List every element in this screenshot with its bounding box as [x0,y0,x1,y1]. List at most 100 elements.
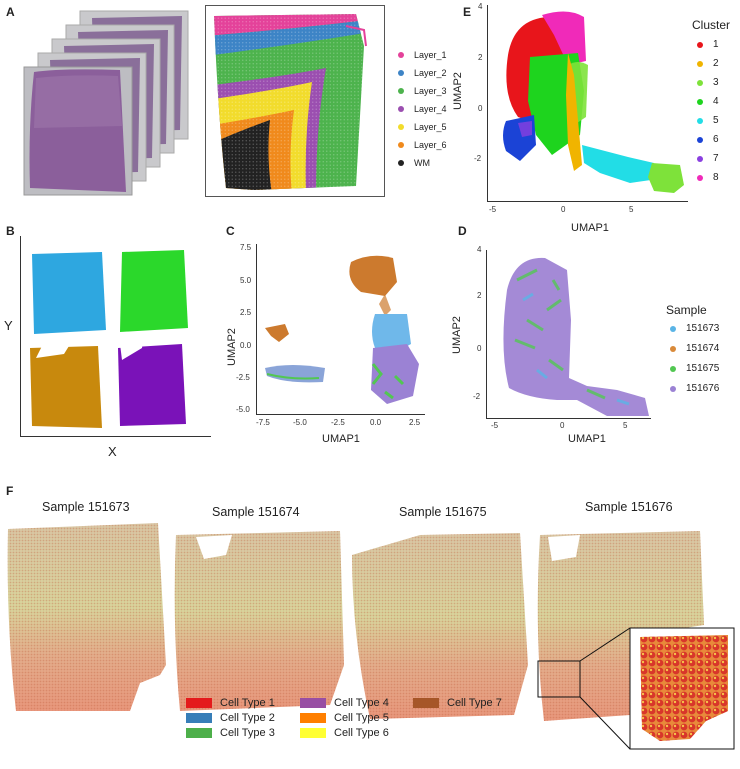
d-xtick: -5 [491,421,499,430]
layer-legend-item: Layer_1 [398,48,447,61]
celltype-legend-item: Cell Type 3 [186,725,275,740]
legend-key [670,345,676,352]
sample-title-151676: Sample 151676 [585,500,673,514]
e-plot-frame [487,5,688,202]
celltype-legend-label: Cell Type 6 [334,726,389,739]
legend-key [186,697,212,708]
legend-key [186,712,212,723]
legend-key [398,159,404,166]
legend-key [670,385,676,392]
sample-legend-item: 151674 [670,342,719,355]
celltype-legend-item: Cell Type 2 [186,710,275,725]
sample-legend-label: 151675 [686,363,720,374]
legend-key [697,60,703,67]
cluster-legend-item: 7 [697,152,719,165]
celltype-spatial-maps [7,523,735,750]
zoom-inset-spots [640,635,728,741]
layer-legend-label: Layer_5 [414,121,447,132]
legend-key [398,105,404,112]
cluster-legend-item: 4 [697,95,719,108]
e-xtick: -5 [489,205,497,214]
legend-key [300,727,326,738]
cluster-legend-label: 2 [713,58,719,69]
panel-label-f: F [6,484,14,498]
legend-key [398,141,404,148]
cluster-legend-item: 8 [697,171,719,184]
c-ylabel: UMAP2 [226,328,238,366]
legend-key [670,365,676,372]
panel-label-a: A [6,5,15,19]
legend-key [697,79,703,86]
cluster-legend-label: 6 [713,134,719,145]
layer-legend-label: Layer_6 [414,139,447,150]
cluster-legend-label: 3 [713,77,719,88]
tissue-slide-stack [23,10,189,196]
celltype-legend-label: Cell Type 7 [447,696,502,709]
cluster-legend-label: 8 [713,172,719,183]
celltype-legend-label: Cell Type 3 [220,726,275,739]
sample-legend-label: 151674 [686,343,720,354]
e-ytick: -2 [474,154,482,163]
legend-key [697,117,703,124]
d-plot-frame [486,250,651,419]
layer-legend: Layer_1 Layer_2 Layer_3 Layer_4 Layer_5 … [398,48,447,174]
e-umap-scatter [503,11,684,193]
d-ytick: 2 [477,291,482,300]
c-xtick: -5.0 [293,418,307,427]
celltype-legend-label: Cell Type 5 [334,711,389,724]
e-ytick: 4 [478,2,483,11]
celltype-legend-col3: Cell Type 7 [413,695,502,710]
e-legend-title: Cluster [692,18,731,32]
c-umap-scatter [265,255,419,404]
d-ylabel: UMAP2 [451,316,463,354]
d-ytick: 4 [477,245,482,254]
e-xtick: 5 [629,205,634,214]
legend-key [186,727,212,738]
celltype-legend-col2: Cell Type 4 Cell Type 5 Cell Type 6 [300,695,389,740]
panel-label-d: D [458,224,467,238]
e-xtick: 0 [561,205,566,214]
celltype-legend-item: Cell Type 7 [413,695,502,710]
b-sample-slices [30,250,188,428]
sample-title-151673: Sample 151673 [42,500,130,514]
layer-legend-label: Layer_4 [414,103,447,114]
celltype-legend-col1: Cell Type 1 Cell Type 2 Cell Type 3 [186,695,275,740]
legend-key [697,174,703,181]
d-legend-title: Sample [666,303,707,317]
celltype-legend-label: Cell Type 2 [220,711,275,724]
layer-legend-item: Layer_5 [398,120,447,133]
b-axes [20,236,211,437]
c-ytick: 7.5 [240,243,252,252]
layer-legend-item: WM [398,156,447,169]
d-umap-scatter [503,257,649,416]
layer-legend-label: WM [414,157,430,168]
b-xlabel: X [108,444,117,459]
legend-key [697,41,703,48]
d-ytick: 0 [477,344,482,353]
sample-legend-item: 151673 [670,322,719,335]
e-ytick: 2 [478,53,483,62]
cluster-legend-label: 5 [713,115,719,126]
cluster-legend-label: 7 [713,153,719,164]
cluster-legend-label: 1 [713,39,719,50]
c-ytick: -2.5 [236,373,250,382]
e-ylabel: UMAP2 [452,72,464,110]
spatial-layer-plot [206,6,382,194]
legend-key [398,123,404,130]
d-xtick: 5 [623,421,628,430]
c-xtick: 0.0 [370,418,382,427]
c-ytick: -5.0 [236,405,250,414]
c-xtick: 2.5 [409,418,421,427]
c-xtick: -2.5 [331,418,345,427]
legend-key [300,712,326,723]
legend-key [398,87,404,94]
panel-label-b: B [6,224,15,238]
cluster-legend: 1 2 3 4 5 6 7 8 [697,38,719,190]
cluster-legend-item: 6 [697,133,719,146]
e-xlabel: UMAP1 [571,222,609,234]
c-ytick: 5.0 [240,276,252,285]
celltype-legend-label: Cell Type 1 [220,696,275,709]
panel-label-e: E [463,5,472,19]
cluster-legend-item: 2 [697,57,719,70]
c-ytick: 2.5 [240,308,252,317]
